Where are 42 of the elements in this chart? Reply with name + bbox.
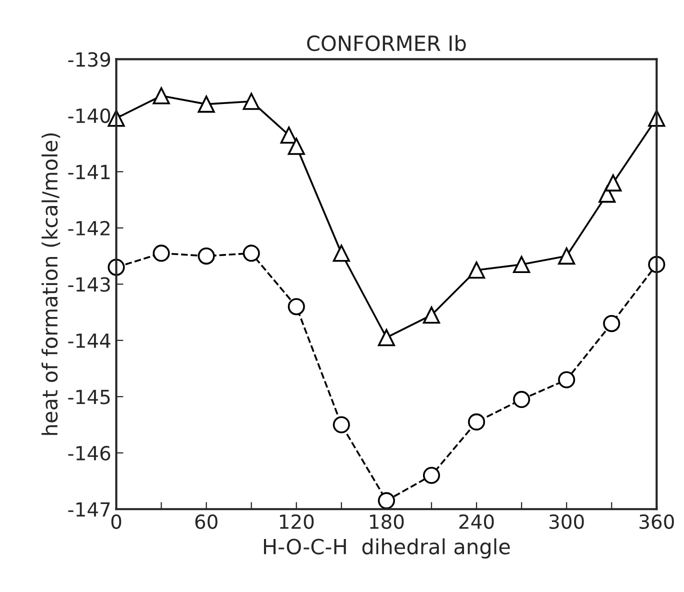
point [152,244,170,262]
x-tick-label: 0 [111,514,122,530]
y-tick-label: -143 [68,277,110,292]
y-tick-label: -147 [68,502,110,517]
point [198,96,215,113]
x-tick-label: 60 [195,514,218,530]
point [378,329,396,346]
point [422,466,440,484]
point [332,416,350,434]
x-tick-label: 180 [370,514,404,530]
point [468,262,486,279]
point [558,247,576,265]
point [288,138,305,155]
chart-title: CONFORMER Ib [307,35,466,52]
point [198,247,215,265]
point [242,244,260,262]
y-tick-label: -141 [68,164,110,180]
point [288,298,305,316]
x-tick-label: 360 [640,514,674,530]
x-tick-label: 240 [459,514,494,530]
y-tick-label: -146 [68,446,110,461]
point [242,92,260,110]
point [513,256,530,274]
y-tick-label: -144 [68,334,110,348]
y-tick-label: -140 [68,108,110,124]
point [603,314,620,332]
y-tick-label: -142 [68,220,110,236]
point [513,390,530,408]
point [378,492,396,510]
x-tick-label: 300 [550,514,584,530]
x-tick-label: 120 [280,514,314,530]
point [422,306,440,324]
point [152,87,170,104]
point [604,174,622,192]
point [558,371,576,388]
point [332,244,350,262]
y-axis-title: heat of formation (kcal/mole) [42,133,60,435]
y-tick-label: -139 [68,52,110,67]
point [280,126,298,144]
y-tick-label: -145 [68,390,110,404]
x-axis-title: H-O-C-H dihedral angle [264,538,510,559]
point [468,413,486,430]
